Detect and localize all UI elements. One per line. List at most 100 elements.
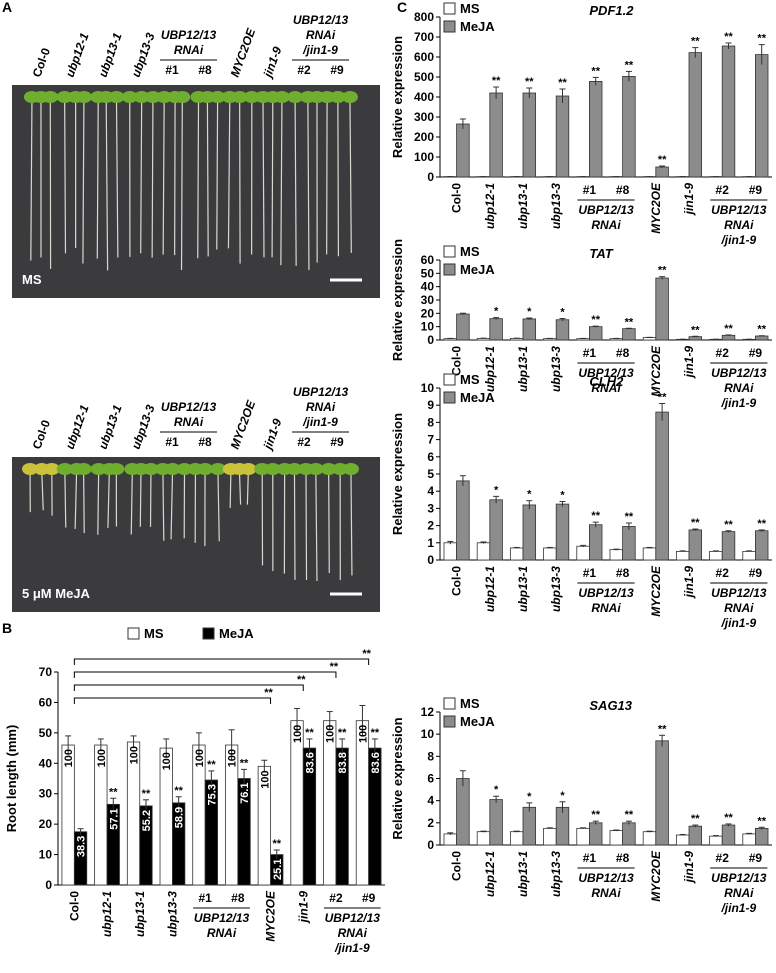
significance: ** (757, 815, 766, 827)
bar (543, 547, 557, 561)
x-tick-label: MYC2OE (649, 182, 663, 234)
y-tick-label: 40 (39, 756, 53, 770)
comparison-label: ** (330, 661, 339, 673)
seedling-leaf (197, 463, 214, 475)
group-label: RNAi (207, 926, 237, 940)
root (64, 98, 67, 254)
percent-label: 100 (161, 752, 173, 770)
comparison-label: ** (362, 648, 371, 660)
y-tick-label: 10 (421, 381, 435, 395)
bar (489, 92, 503, 178)
root (107, 470, 110, 528)
y-axis-label: Relative expression (390, 717, 405, 839)
root (206, 98, 209, 257)
x-tick-label: #8 (231, 891, 245, 905)
bar (721, 334, 736, 341)
bar (721, 824, 736, 846)
seedling-leaf (56, 91, 73, 103)
y-tick-label: 4 (427, 484, 434, 498)
x-tick-label: #1 (583, 566, 597, 580)
significance: ** (625, 809, 634, 821)
y-tick-label: 10 (39, 848, 53, 862)
sample-label: Col-0 (30, 46, 54, 79)
x-tick-label: #2 (716, 851, 730, 865)
sample-label: #9 (330, 63, 344, 77)
x-tick-label: ubp13-1 (516, 346, 530, 392)
y-tick-label: 10 (421, 727, 435, 741)
seedling-leaf (108, 463, 125, 475)
bar (675, 834, 690, 846)
x-tick-label: #8 (616, 851, 630, 865)
comparison-label: ** (297, 674, 306, 686)
panel-letter: C (397, 0, 407, 15)
root (74, 470, 78, 529)
group-label: UBP12/13 (293, 385, 349, 399)
root (96, 98, 99, 259)
x-tick-label: MYC2OE (264, 890, 278, 942)
percent-label: 76.1 (239, 783, 251, 804)
comparison-bracket (73, 658, 370, 665)
bar (456, 123, 470, 178)
legend-label: MeJA (219, 626, 254, 641)
percent-label: 100 (227, 749, 239, 767)
bar (675, 551, 690, 561)
bar (456, 778, 470, 846)
group-label: /jin1-9 (720, 233, 756, 247)
sample-label: #2 (297, 63, 311, 77)
bar (709, 551, 723, 561)
bar (323, 720, 337, 886)
comparison-label: ** (264, 687, 273, 699)
group-label: RNAi (724, 886, 754, 900)
bar (555, 319, 570, 341)
y-tick-label: 30 (39, 787, 53, 801)
root (328, 470, 330, 574)
y-axis-label: Relative expression (390, 36, 405, 158)
seedling-leaf (342, 463, 359, 475)
significance: ** (492, 75, 501, 87)
y-tick-label: 50 (421, 266, 435, 280)
bar (688, 529, 703, 561)
bar (755, 335, 769, 341)
percent-label: 100 (357, 725, 369, 743)
percent-label: 100 (292, 725, 304, 743)
sample-label: ubp12-1 (63, 403, 92, 451)
y-tick-label: 500 (414, 70, 434, 84)
sample-label: #8 (198, 435, 212, 449)
legend-swatch (443, 697, 456, 710)
root (229, 470, 232, 508)
sample-label: ubp12-1 (63, 31, 92, 79)
significance: ** (724, 323, 733, 335)
sample-label: MYC2OE (228, 398, 259, 451)
group-label: UBP12/13 (711, 871, 767, 885)
percent-label: 83.6 (304, 752, 316, 773)
percent-label: 100 (129, 746, 141, 764)
percent-label: 57.1 (108, 808, 120, 829)
root (139, 470, 142, 527)
x-tick-label: ubp12-1 (100, 891, 114, 937)
root (82, 98, 85, 264)
y-tick-label: 800 (414, 10, 434, 24)
legend-swatch (443, 20, 456, 33)
sample-label: MYC2OE (228, 26, 259, 79)
comparison-bracket (73, 671, 337, 678)
seedling-leaf (320, 463, 337, 475)
significance: ** (724, 31, 733, 43)
root (238, 470, 242, 505)
root (227, 98, 231, 249)
percent-label: 100 (96, 749, 108, 767)
x-tick-label: #8 (616, 346, 630, 360)
seedling-leaf (174, 91, 191, 103)
x-tick-label: #2 (329, 891, 343, 905)
bar (522, 92, 537, 178)
bar (622, 328, 636, 341)
x-tick-label: MYC2OE (649, 850, 663, 902)
bar (589, 326, 603, 341)
y-tick-label: 20 (39, 817, 53, 831)
bar (443, 833, 458, 846)
legend-swatch (443, 245, 456, 258)
legend-label: MS (460, 696, 480, 711)
y-tick-label: 70 (39, 665, 53, 679)
root (294, 98, 297, 266)
y-tick-label: 5 (427, 467, 434, 481)
seedling-leaf (75, 91, 92, 103)
